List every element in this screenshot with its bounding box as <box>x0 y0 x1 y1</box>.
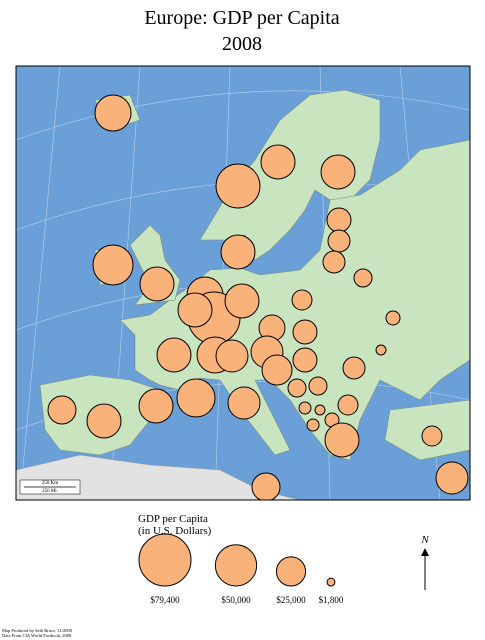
gdp-circle <box>251 472 281 500</box>
scale-km: 250 Km <box>42 481 58 486</box>
gdp-circle <box>385 310 401 326</box>
gdp-circle <box>287 378 307 398</box>
legend-circle <box>214 544 258 587</box>
gdp-circle <box>314 404 326 416</box>
gdp-circle <box>47 395 77 425</box>
gdp-circle <box>337 394 359 416</box>
legend: $79,400 $50,000 $25,000 $1,800 <box>138 533 344 605</box>
legend-subtitle: (in U.S. Dollars) <box>138 525 212 537</box>
legend-label: $79,400 <box>150 595 180 605</box>
gdp-circle <box>291 289 313 311</box>
gdp-circle <box>298 401 312 415</box>
gdp-circle <box>215 339 249 373</box>
gdp-circle <box>139 266 175 302</box>
credit: Data From CIA World Factbook, 2008 <box>2 633 72 639</box>
gdp-circle <box>94 94 132 132</box>
gdp-circle <box>292 319 318 345</box>
gdp-circle <box>227 386 261 420</box>
gdp-circle <box>292 347 318 373</box>
legend-title: GDP per Capita <box>138 513 208 525</box>
legend-circle <box>275 556 307 587</box>
africa <box>16 454 301 500</box>
gdp-circle <box>322 250 346 274</box>
gdp-circle <box>306 418 320 432</box>
gdp-circle <box>177 292 213 328</box>
gdp-circle <box>327 229 351 253</box>
scandinavia <box>199 89 381 261</box>
gdp-circle <box>215 163 261 209</box>
gdp-circle <box>220 234 256 270</box>
gdp-circle <box>308 376 328 396</box>
credit: Map Produced by Seth Bruce, 11/2008 <box>2 628 73 634</box>
gdp-circle <box>421 425 443 447</box>
legend-label: $1,800 <box>319 595 344 605</box>
gdp-circle <box>86 403 122 439</box>
gdp-circle <box>176 378 216 418</box>
circle-layer <box>47 94 469 500</box>
scale-mi: 250 Mi. <box>42 489 58 494</box>
gdp-circle <box>260 144 296 180</box>
map-title: Europe: GDP per Capita <box>144 7 339 29</box>
gdp-circle <box>156 337 192 373</box>
gdp-circle <box>324 422 360 458</box>
gdp-circle <box>92 244 134 286</box>
legend-circle <box>326 577 336 587</box>
gdp-circle <box>224 283 260 319</box>
gdp-circle <box>375 344 387 356</box>
legend-circle <box>138 533 192 587</box>
map-subtitle: 2008 <box>222 33 262 55</box>
gdp-circle <box>261 354 293 386</box>
gdp-circle <box>435 461 469 495</box>
gdp-circle <box>342 356 366 380</box>
legend-label: $25,000 <box>276 595 306 605</box>
gdp-circle <box>320 154 356 190</box>
legend-label: $50,000 <box>221 595 251 605</box>
gdp-circle <box>326 207 352 233</box>
map-frame <box>15 65 471 501</box>
north-arrow: N <box>420 534 429 590</box>
map <box>16 66 470 500</box>
gdp-circle <box>138 388 174 424</box>
scale-bar: 250 Km 250 Mi. <box>19 479 81 495</box>
gdp-circle <box>353 268 373 288</box>
north-label: N <box>420 534 429 546</box>
